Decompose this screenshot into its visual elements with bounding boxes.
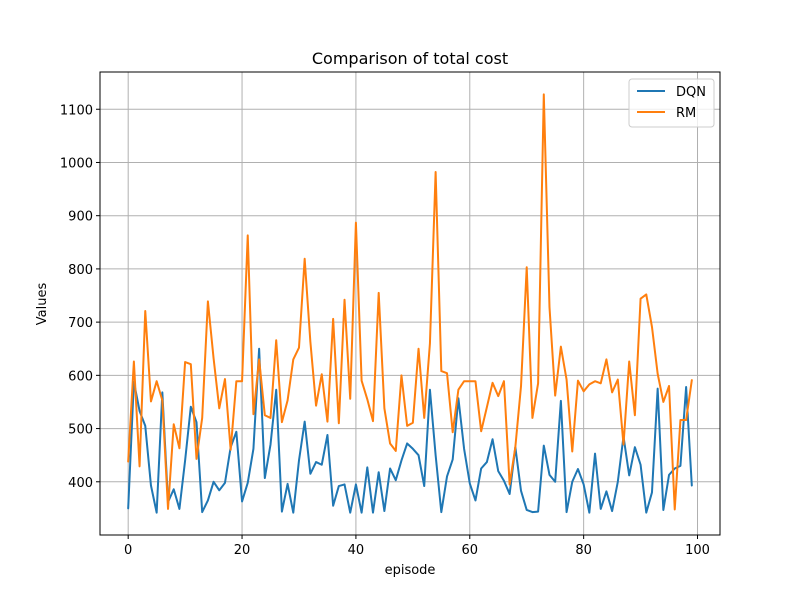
x-tick-label: 60	[462, 543, 479, 558]
y-tick-label: 1000	[60, 156, 93, 171]
series-line-rm	[127, 93, 693, 511]
y-tick-label: 900	[68, 210, 93, 225]
legend: DQN RM	[628, 78, 715, 128]
plot-frame	[99, 71, 721, 536]
y-tick-label: 800	[68, 263, 93, 278]
x-tick-label: 80	[575, 543, 592, 558]
series-lines	[127, 93, 693, 514]
grid-lines	[100, 72, 720, 535]
plot-area	[100, 72, 720, 535]
y-axis-label: Values	[35, 283, 50, 326]
y-tick-label: 400	[68, 476, 93, 491]
x-tick-label: 20	[234, 543, 251, 558]
axis-ticks: 0 20 40 60 80 100 400 500 600 700 800 900 1000 1100	[60, 103, 710, 558]
y-tick-label: 1100	[60, 103, 93, 118]
y-tick-label: 500	[68, 423, 93, 438]
y-tick-label: 700	[68, 316, 93, 331]
legend-label-dqn: DQN	[676, 85, 706, 100]
x-axis-label: episode	[385, 563, 436, 578]
y-tick-label: 600	[68, 369, 93, 384]
series-line-dqn	[127, 347, 693, 514]
x-tick-label: 100	[685, 543, 710, 558]
chart-title: Comparison of total cost	[312, 49, 508, 68]
x-tick-label: 0	[124, 543, 132, 558]
x-tick-label: 40	[348, 543, 365, 558]
legend-label-rm: RM	[676, 106, 696, 121]
